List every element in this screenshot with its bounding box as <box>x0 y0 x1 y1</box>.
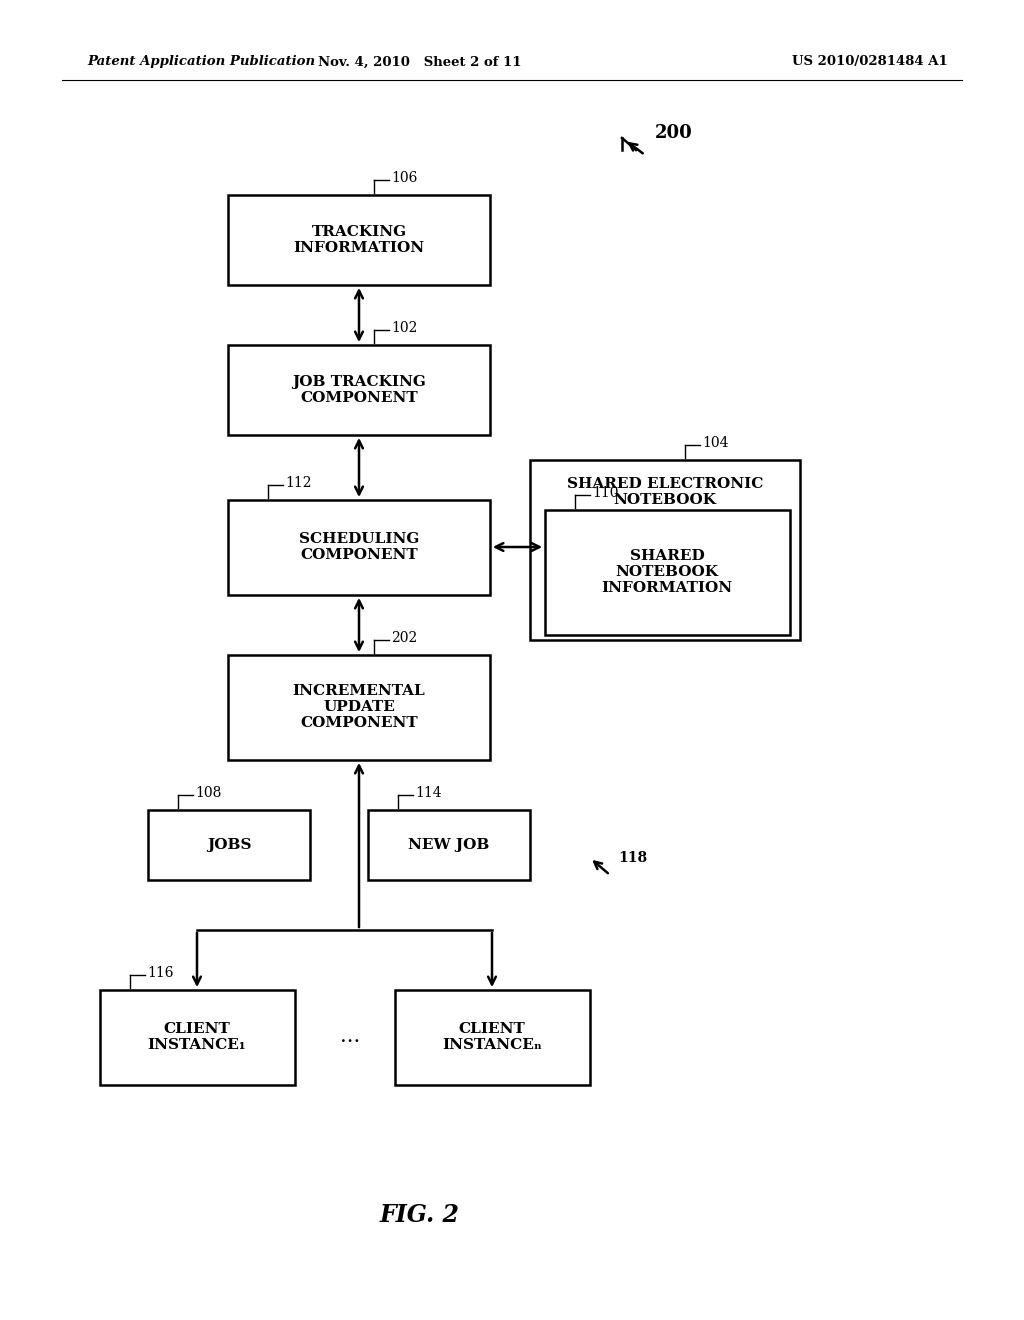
Text: 102: 102 <box>391 321 418 335</box>
Text: 118: 118 <box>618 851 647 865</box>
Text: SCHEDULING
COMPONENT: SCHEDULING COMPONENT <box>299 532 419 562</box>
Text: US 2010/0281484 A1: US 2010/0281484 A1 <box>793 55 948 69</box>
Bar <box>368 810 530 880</box>
Bar <box>545 510 790 635</box>
Bar <box>228 345 490 436</box>
Text: ...: ... <box>340 1027 360 1047</box>
Text: 114: 114 <box>415 785 441 800</box>
Text: CLIENT
INSTANCEₙ: CLIENT INSTANCEₙ <box>442 1022 542 1052</box>
Text: 108: 108 <box>195 785 221 800</box>
Text: NEW JOB: NEW JOB <box>409 838 489 851</box>
Text: 104: 104 <box>702 436 728 450</box>
Bar <box>395 990 590 1085</box>
Text: 200: 200 <box>655 124 693 143</box>
Bar <box>228 195 490 285</box>
Text: SHARED ELECTRONIC
NOTEBOOK: SHARED ELECTRONIC NOTEBOOK <box>567 477 763 507</box>
Text: 116: 116 <box>147 966 173 979</box>
Bar <box>530 459 800 640</box>
Bar <box>148 810 310 880</box>
Text: 202: 202 <box>391 631 417 645</box>
Text: Patent Application Publication: Patent Application Publication <box>87 55 315 69</box>
Text: INCREMENTAL
UPDATE
COMPONENT: INCREMENTAL UPDATE COMPONENT <box>293 684 425 730</box>
Text: 110: 110 <box>592 486 618 500</box>
Text: FIG. 2: FIG. 2 <box>380 1203 460 1228</box>
Text: JOBS: JOBS <box>207 838 251 851</box>
Text: Nov. 4, 2010   Sheet 2 of 11: Nov. 4, 2010 Sheet 2 of 11 <box>318 55 522 69</box>
Text: CLIENT
INSTANCE₁: CLIENT INSTANCE₁ <box>147 1022 246 1052</box>
Text: TRACKING
INFORMATION: TRACKING INFORMATION <box>294 224 425 255</box>
Text: 106: 106 <box>391 172 418 185</box>
Text: SHARED
NOTEBOOK
INFORMATION: SHARED NOTEBOOK INFORMATION <box>601 549 732 595</box>
Bar <box>228 500 490 595</box>
Bar <box>228 655 490 760</box>
Text: JOB TRACKING
COMPONENT: JOB TRACKING COMPONENT <box>292 375 426 405</box>
Text: 112: 112 <box>285 477 311 490</box>
Bar <box>100 990 295 1085</box>
